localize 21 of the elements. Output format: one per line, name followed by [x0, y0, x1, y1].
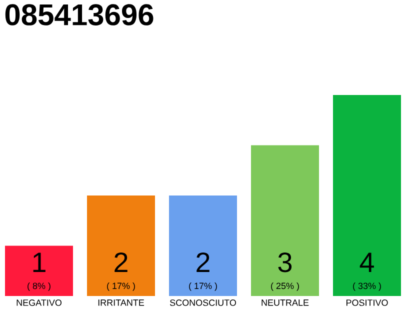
annotation: ( 25% )	[271, 282, 299, 291]
annotation: ( 17% )	[189, 282, 217, 291]
data-label: 1	[33, 252, 46, 272]
annotation: ( 33% )	[353, 282, 381, 291]
bar	[5, 246, 74, 296]
annotation: ( 8% )	[28, 282, 50, 291]
data-label: 3	[278, 252, 292, 272]
bar	[332, 94, 401, 296]
x-tick-label: POSITIVO	[346, 300, 388, 306]
x-tick-label: SCONOSCIUTO	[170, 300, 236, 306]
x-tick-label: NEGATIVO	[16, 300, 62, 306]
bar	[169, 195, 237, 296]
data-label: 2	[196, 252, 210, 272]
x-tick-label: IRRITANTE	[98, 300, 144, 306]
bar	[251, 145, 319, 296]
annotation: ( 17% )	[107, 282, 135, 291]
chart-title: 085413696	[5, 4, 154, 26]
bar	[87, 195, 155, 296]
data-label: 4	[360, 252, 374, 272]
x-tick-label: NEUTRALE	[262, 300, 309, 306]
data-label: 2	[114, 252, 128, 272]
